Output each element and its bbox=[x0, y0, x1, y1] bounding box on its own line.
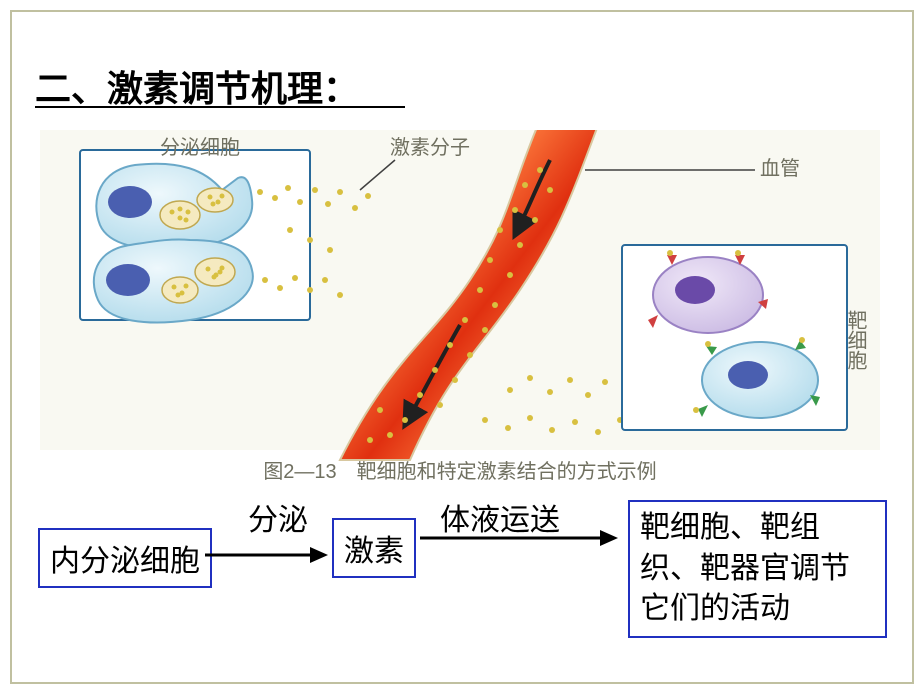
flow-box-endocrine-cell: 内分泌细胞 bbox=[38, 528, 212, 588]
flow-box3-text: 靶细胞、靶组织、靶器官调节它们的活动 bbox=[640, 511, 850, 625]
flow-box1-text: 内分泌细胞 bbox=[50, 545, 200, 578]
diagram: 分泌细胞 激素分子 血管 靶细胞 bbox=[40, 130, 880, 480]
flow-label-secretion: 分泌 bbox=[248, 495, 308, 539]
flow-box-hormone: 激素 bbox=[332, 518, 416, 578]
flow-box-target: 靶细胞、靶组织、靶器官调节它们的活动 bbox=[628, 500, 887, 638]
flow-box2-text: 激素 bbox=[344, 535, 404, 568]
title-underline bbox=[35, 106, 405, 108]
arrow-1 bbox=[200, 540, 330, 570]
label-vessel: 血管 bbox=[760, 157, 800, 180]
page-title: 二、激素调节机理： bbox=[35, 60, 359, 112]
figure-caption: 图2—13 靶细胞和特定激素结合的方式示例 bbox=[0, 455, 920, 484]
arrow-2 bbox=[415, 523, 620, 553]
label-hormone-molecule: 激素分子 bbox=[390, 136, 470, 159]
label-secretory-cell: 分泌细胞 bbox=[160, 136, 240, 159]
label-target-cell: 靶细胞 bbox=[844, 310, 867, 370]
